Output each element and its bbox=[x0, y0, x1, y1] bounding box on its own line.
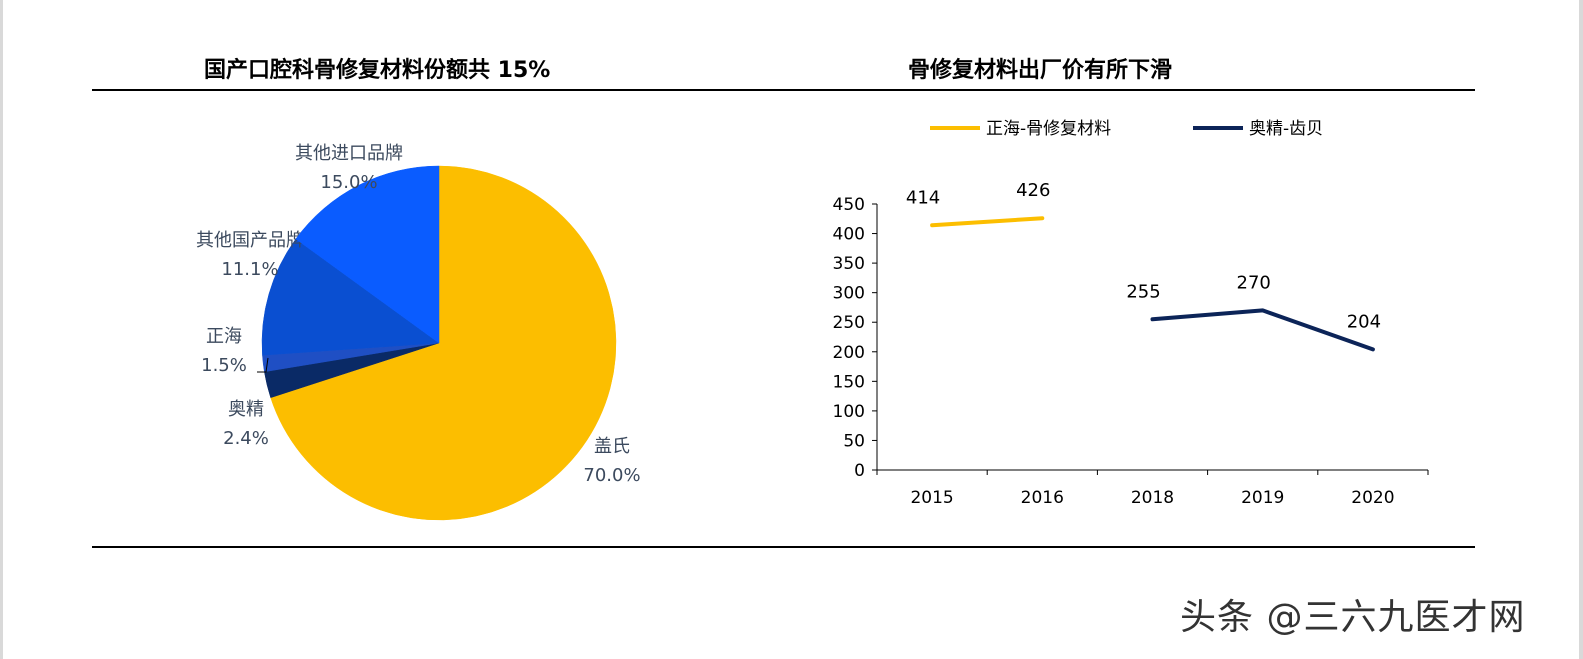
watermark: 头条 @三六九医才网 bbox=[1180, 597, 1526, 638]
data-label: 255 bbox=[1126, 281, 1160, 302]
y-tick-label: 0 bbox=[854, 461, 865, 481]
x-tick-label: 2015 bbox=[910, 488, 953, 508]
pie-label-name: 正海 bbox=[206, 326, 242, 347]
y-tick-label: 400 bbox=[833, 225, 865, 245]
x-tick-label: 2019 bbox=[1241, 488, 1284, 508]
line-chart-title: 骨修复材料出厂价有所下滑 bbox=[908, 58, 1173, 83]
bottom-rule bbox=[92, 546, 1475, 548]
y-tick-label: 300 bbox=[833, 284, 865, 304]
pie-slice-盖氏 bbox=[270, 165, 617, 521]
pie-chart: 盖氏 70.0% 奥精 2.4% 正海 1.5% 其他国产品牌 11.1% 其他进口品牌 15.0… bbox=[196, 143, 641, 521]
y-tick-label: 150 bbox=[833, 372, 865, 392]
pie-leader-line bbox=[257, 357, 269, 373]
pie-slice-其他国产品牌 bbox=[261, 238, 440, 356]
x-tick-label: 2016 bbox=[1021, 488, 1064, 508]
series-line-奥精-齿贝 bbox=[1150, 308, 1375, 352]
y-tick-label: 50 bbox=[843, 431, 865, 451]
left-frame-edge bbox=[0, 0, 3, 659]
pie-label-name: 奥精 bbox=[228, 399, 264, 420]
series-line-正海-骨修复材料 bbox=[930, 216, 1045, 228]
x-tick-label: 2020 bbox=[1351, 488, 1394, 508]
x-tick-label: 2018 bbox=[1131, 488, 1174, 508]
line-chart: 0 50 100 150 200 250 300 350 400 450 2015 2016 2018 2… bbox=[833, 119, 1429, 508]
pie-label-value: 70.0% bbox=[583, 465, 640, 486]
legend-label: 奥精-齿贝 bbox=[1249, 119, 1323, 139]
y-tick-label: 450 bbox=[833, 195, 865, 215]
pie-label-name: 盖氏 bbox=[594, 436, 630, 457]
pie-label-name: 其他进口品牌 bbox=[295, 143, 403, 164]
data-label: 270 bbox=[1237, 272, 1271, 293]
pie-label-value: 15.0% bbox=[320, 172, 377, 193]
y-tick-label: 200 bbox=[833, 343, 865, 363]
y-tick-label: 100 bbox=[833, 402, 865, 422]
pie-label-name: 其他国产品牌 bbox=[196, 230, 304, 251]
pie-label-value: 11.1% bbox=[221, 259, 278, 280]
pie-slice-其他进口品牌 bbox=[295, 165, 440, 344]
y-tick-label: 350 bbox=[833, 254, 865, 274]
pie-label-value: 1.5% bbox=[201, 355, 247, 376]
data-label: 426 bbox=[1016, 180, 1050, 201]
pie-chart-title: 国产口腔科骨修复材料份额共 15% bbox=[204, 58, 551, 83]
top-rule bbox=[92, 89, 1475, 91]
data-label: 204 bbox=[1347, 311, 1381, 332]
data-label: 414 bbox=[906, 187, 940, 208]
y-tick-label: 250 bbox=[833, 313, 865, 333]
right-frame-edge bbox=[1579, 0, 1583, 659]
pie-label-value: 2.4% bbox=[223, 428, 269, 449]
legend-label: 正海-骨修复材料 bbox=[986, 119, 1111, 139]
